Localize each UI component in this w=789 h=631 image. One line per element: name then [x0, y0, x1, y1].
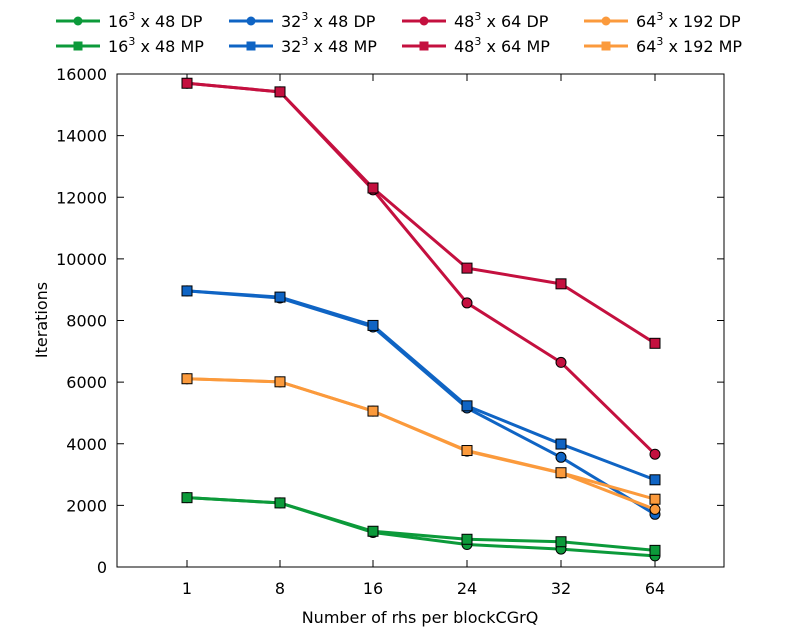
- legend-marker: [73, 16, 83, 26]
- legend-item: 163 x 48 DP: [56, 10, 203, 31]
- legend-item: 643 x 192 MP: [584, 35, 742, 56]
- legend-item: 483 x 64 MP: [402, 35, 550, 56]
- data-point: [461, 445, 473, 457]
- legend-label: 483 x 64 DP: [454, 10, 549, 31]
- series-1: [181, 492, 661, 556]
- legend-item: 323 x 48 DP: [229, 10, 376, 31]
- x-tick-label: 24: [457, 579, 477, 598]
- x-tick-label: 1: [182, 579, 192, 598]
- legend-label: 483 x 64 MP: [454, 35, 550, 56]
- y-tick-label: 0: [97, 558, 107, 577]
- data-point: [367, 182, 379, 194]
- data-point: [274, 376, 286, 388]
- data-point: [649, 474, 661, 486]
- y-tick-label: 14000: [56, 127, 107, 146]
- y-tick-label: 16000: [56, 65, 107, 84]
- series-7: [181, 373, 661, 505]
- data-point: [181, 77, 193, 89]
- y-axis-label: Iterations: [32, 282, 51, 358]
- data-point: [274, 291, 286, 303]
- data-point: [649, 503, 661, 515]
- legend-item: 163 x 48 MP: [56, 35, 204, 56]
- data-point: [274, 86, 286, 98]
- data-point: [461, 533, 473, 545]
- axes: 0 2000 4000 6000 8000 10000 12000 14000 16000 1 8 1…: [56, 65, 724, 598]
- data-point: [649, 544, 661, 556]
- data-point: [555, 278, 567, 290]
- legend-label: 163 x 48 DP: [108, 10, 203, 31]
- legend-item: 643 x 192 DP: [584, 10, 741, 31]
- x-tick-label: 16: [363, 579, 383, 598]
- series-4: [181, 77, 661, 460]
- y-tick-label: 2000: [66, 496, 107, 515]
- x-tick-label: 64: [645, 579, 665, 598]
- series-3: [181, 285, 661, 486]
- legend-item: 323 x 48 MP: [229, 35, 377, 56]
- legend-marker: [601, 16, 611, 26]
- series-line: [186, 81, 657, 456]
- legend-label: 323 x 48 MP: [281, 35, 377, 56]
- legend-marker: [246, 16, 256, 26]
- legend-marker: [419, 16, 429, 26]
- legend: 163 x 48 DP 163 x 48 MP 323 x 48 DP 323 x 4…: [56, 10, 742, 56]
- data-point: [555, 451, 567, 463]
- series-group: [181, 77, 661, 562]
- data-point: [461, 400, 473, 412]
- data-point: [555, 536, 567, 548]
- series-line: [186, 496, 656, 552]
- legend-label: 163 x 48 MP: [108, 35, 204, 56]
- data-point: [367, 525, 379, 537]
- x-tick-label: 32: [551, 579, 571, 598]
- data-point: [649, 448, 661, 460]
- y-tick-label: 4000: [66, 435, 107, 454]
- data-point: [181, 492, 193, 504]
- series-5: [181, 77, 661, 349]
- data-point: [181, 373, 193, 385]
- legend-label: 643 x 192 DP: [636, 10, 741, 31]
- legend-label: 323 x 48 DP: [281, 10, 376, 31]
- data-point: [649, 493, 661, 505]
- series-line: [186, 377, 656, 511]
- x-axis-label: Number of rhs per blockCGrQ: [302, 608, 539, 627]
- series-line: [186, 377, 656, 501]
- y-tick-label: 10000: [56, 250, 107, 269]
- series-line: [186, 289, 656, 482]
- legend-marker: [73, 41, 83, 51]
- legend-marker: [601, 41, 611, 51]
- data-point: [181, 285, 193, 297]
- data-point: [367, 319, 379, 331]
- series-line: [186, 81, 656, 345]
- legend-label: 643 x 192 MP: [636, 35, 742, 56]
- legend-marker: [246, 41, 256, 51]
- series-line: [186, 496, 656, 558]
- y-tick-label: 8000: [66, 312, 107, 331]
- data-point: [274, 497, 286, 509]
- legend-item: 483 x 64 DP: [402, 10, 549, 31]
- x-tick-label: 8: [275, 579, 285, 598]
- data-point: [461, 262, 473, 274]
- y-tick-label: 6000: [66, 373, 107, 392]
- legend-marker: [419, 41, 429, 51]
- data-point: [555, 467, 567, 479]
- data-point: [367, 405, 379, 417]
- data-point: [461, 297, 473, 309]
- data-point: [555, 438, 567, 450]
- series-6: [181, 373, 661, 515]
- data-point: [649, 337, 661, 349]
- data-point: [555, 356, 567, 368]
- y-tick-label: 12000: [56, 188, 107, 207]
